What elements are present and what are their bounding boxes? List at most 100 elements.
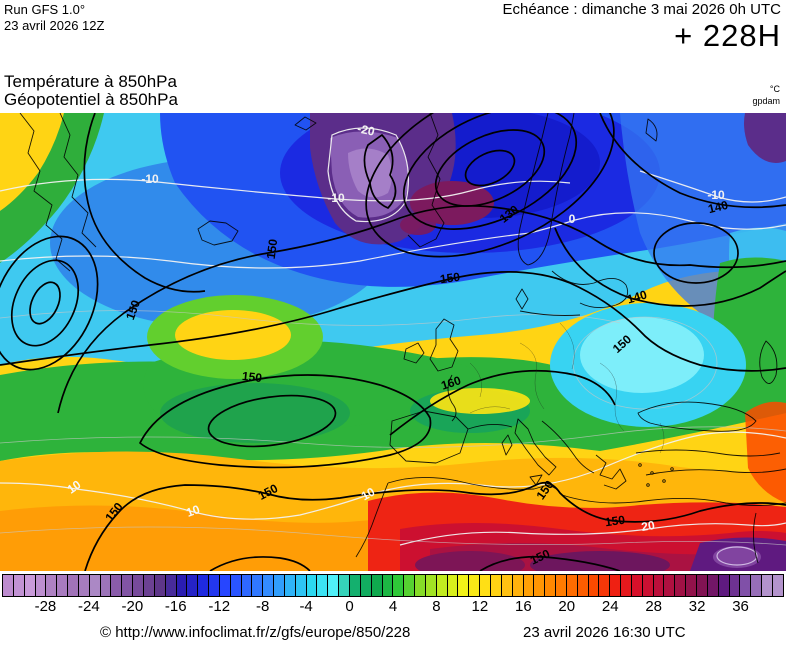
colorbar-cell xyxy=(425,575,437,596)
colorbar-tick-label: -20 xyxy=(121,598,144,615)
colorbar-cell xyxy=(263,575,275,596)
colorbar-cell xyxy=(219,575,231,596)
colorbar-cell xyxy=(100,575,112,596)
colorbar-tick-label: -12 xyxy=(208,598,231,615)
colorbar-cell xyxy=(252,575,264,596)
colorbar-cell xyxy=(284,575,296,596)
colorbar-tick-label: 8 xyxy=(432,598,441,615)
generation-time: 23 avril 2026 16:30 UTC xyxy=(523,624,686,641)
colorbar-tick-label: -8 xyxy=(255,598,270,615)
colorbar-cell xyxy=(209,575,220,596)
colorbar-tick-label: 32 xyxy=(688,598,706,615)
colorbar-cell xyxy=(480,575,491,596)
colorbar-cell xyxy=(469,575,481,596)
colorbar-cell xyxy=(89,575,101,596)
colorbar-cell xyxy=(490,575,502,596)
colorbar-cell xyxy=(415,575,426,596)
unit-temp: °C xyxy=(769,84,780,94)
colorbar-cell xyxy=(697,575,708,596)
colorbar-cell xyxy=(328,575,340,596)
colorbar-cell xyxy=(122,575,134,596)
title-temperature: Température à 850hPa xyxy=(4,72,177,91)
colorbar-cell xyxy=(642,575,654,596)
colorbar-cell xyxy=(3,575,14,596)
colorbar-cell xyxy=(57,575,69,596)
colorbar-cell xyxy=(458,575,470,596)
colorbar-cell xyxy=(317,575,329,596)
weather-map-svg xyxy=(0,113,786,571)
forecast-info: Echéance : dimanche 3 mai 2026 0h UTC + … xyxy=(503,1,782,53)
colorbar-cell xyxy=(653,575,665,596)
colorbar-cell xyxy=(371,575,383,596)
colorbar-cell xyxy=(187,575,199,596)
colorbar-cell xyxy=(545,575,557,596)
colorbar-cell xyxy=(393,575,405,596)
colorbar-cell xyxy=(566,575,578,596)
colorbar-tick-label: -4 xyxy=(299,598,313,615)
colorbar-cell xyxy=(436,575,448,596)
colorbar-cell xyxy=(621,575,632,596)
colorbar-cell xyxy=(24,575,36,596)
colorbar-cell xyxy=(556,575,567,596)
colorbar-cell xyxy=(512,575,524,596)
colorbar xyxy=(2,574,784,597)
colorbar-cell xyxy=(78,575,90,596)
colorbar-cell xyxy=(751,575,763,596)
colorbar-cell xyxy=(13,575,25,596)
colorbar-tick-label: 4 xyxy=(388,598,398,615)
colorbar-cell xyxy=(686,575,697,596)
colorbar-cell xyxy=(339,575,350,596)
colorbar-cell xyxy=(577,575,589,596)
colorbar-cell xyxy=(306,575,318,596)
source-url: © http://www.infoclimat.fr/z/gfs/europe/… xyxy=(100,624,411,641)
colorbar-cell xyxy=(274,575,285,596)
colorbar-cell xyxy=(68,575,79,596)
colorbar-cell xyxy=(523,575,535,596)
colorbar-cell xyxy=(165,575,177,596)
colorbar-cell xyxy=(762,575,773,596)
run-date-line: 23 avril 2026 12Z xyxy=(4,18,105,33)
colorbar-tick-label: -16 xyxy=(164,598,187,615)
unit-geo: gpdam xyxy=(752,96,780,106)
colorbar-cell xyxy=(707,575,719,596)
colorbar-tick-label: 20 xyxy=(558,598,576,615)
colorbar-cell xyxy=(501,575,513,596)
run-info: Run GFS 1.0° 23 avril 2026 12Z xyxy=(4,2,104,34)
run-model-line: Run GFS 1.0° xyxy=(4,2,86,17)
title-geopotential: Géopotentiel à 850hPa xyxy=(4,90,178,109)
colorbar-cell xyxy=(675,575,687,596)
unit-labels: °C gpdam xyxy=(752,83,780,107)
colorbar-cell xyxy=(772,575,783,596)
colorbar-cell xyxy=(718,575,730,596)
colorbar-tick-label: 16 xyxy=(514,598,532,615)
colorbar-cell xyxy=(241,575,253,596)
colorbar-cell xyxy=(46,575,58,596)
colorbar-cell xyxy=(230,575,242,596)
colorbar-tick-label: 0 xyxy=(345,598,354,615)
colorbar-cell xyxy=(295,575,307,596)
colorbar-cell xyxy=(729,575,741,596)
echeance-line: Echéance : dimanche 3 mai 2026 0h UTC xyxy=(502,1,782,18)
colorbar-cell xyxy=(599,575,611,596)
colorbar-cell xyxy=(610,575,622,596)
colorbar-cell xyxy=(360,575,372,596)
weather-map: 150 150 150 130 140 140 150 160 150 150 150 150 150 1… xyxy=(0,113,786,571)
colorbar-cell xyxy=(404,575,416,596)
forecast-hour: + 228H xyxy=(674,18,781,53)
colorbar-cell xyxy=(133,575,144,596)
colorbar-cell xyxy=(534,575,546,596)
colorbar-cell xyxy=(382,575,394,596)
colorbar-cell xyxy=(35,575,47,596)
colorbar-cell xyxy=(154,575,166,596)
colorbar-cell xyxy=(143,575,155,596)
colorbar-cell xyxy=(176,575,188,596)
colorbar-cell xyxy=(447,575,459,596)
colorbar-tick-label: 36 xyxy=(732,598,749,615)
colorbar-tick-label: -28 xyxy=(34,598,57,615)
colorbar-cell xyxy=(350,575,361,596)
colorbar-cell xyxy=(664,575,676,596)
colorbar-ticks: -28 -24 -20 -16 -12 -8 -4 0 4 8 12 16 20 24 28 32 36 xyxy=(0,598,786,616)
colorbar-tick-label: 24 xyxy=(601,598,619,615)
footer: © http://www.infoclimat.fr/z/gfs/europe/… xyxy=(0,624,786,646)
